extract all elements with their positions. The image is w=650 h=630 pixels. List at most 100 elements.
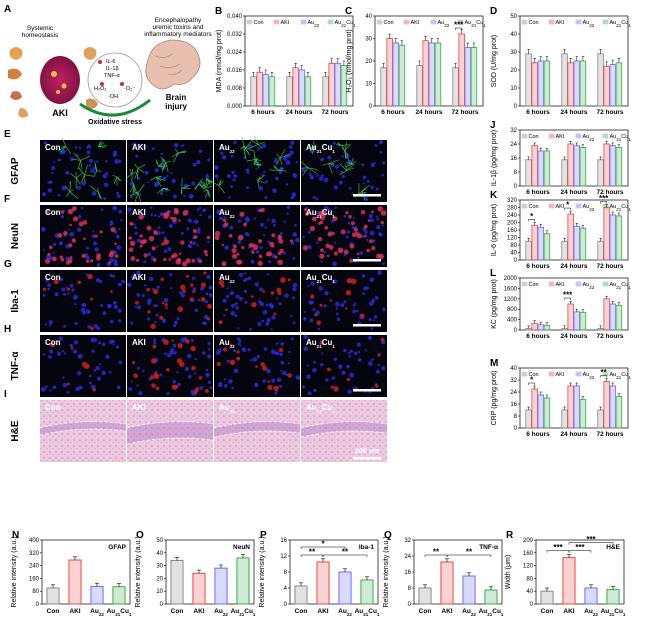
sig-label: ***: [586, 535, 596, 544]
legend-label-con: Con: [529, 20, 539, 26]
y-axis-label: CRP (pg/mg prot): [491, 371, 498, 426]
micro-he-con: Con: [39, 400, 127, 462]
bar-au21cu1: [615, 304, 623, 331]
bar-au22: [428, 42, 436, 107]
sig-label: ***: [599, 194, 609, 203]
y-axis-label: Relative intensity (a.u.): [383, 536, 390, 607]
bar-con: [294, 585, 308, 605]
cytokine-circle: [87, 52, 143, 108]
plot-frame: [41, 539, 131, 605]
brain-icon: [145, 39, 201, 90]
chart-title: H&E: [606, 544, 620, 551]
legend-label-au22: Au22: [438, 20, 450, 28]
bar-au22: [537, 226, 545, 261]
x-category-label: AKI: [193, 608, 204, 615]
bar-charts: B 0.000 0.008 0.016 0.024 0.032 0.040 MDA (nmol…: [11, 6, 631, 617]
micro-label: Con: [45, 208, 61, 217]
chart-title: TNF-α: [479, 544, 498, 551]
chart-title: NeuN: [233, 544, 250, 551]
y-tick-label: 1200: [504, 297, 518, 303]
scale-bar: [353, 259, 381, 262]
micro-label: Au22: [219, 143, 235, 154]
legend-swatch-au21cu1: [457, 19, 464, 25]
y-tick-label: 800: [507, 307, 518, 313]
bar-au22: [573, 385, 581, 429]
bar-con: [416, 65, 423, 107]
bar-au21cu1: [579, 399, 587, 429]
legend-label-au21cu1: Au21Cu1: [610, 134, 632, 142]
bar-au21cu1: [112, 586, 126, 605]
micro-he-au21cu1: Au21Cu1 200 μm: [300, 400, 388, 462]
row-marker-he: H&E: [10, 420, 21, 441]
panel-label-p: P: [260, 530, 267, 541]
bar-au22: [573, 145, 581, 187]
sig-bracket: [600, 375, 607, 378]
chart-q: Q 0 8 16 24 32 Relative intensity (a.u.) TNF-α C…: [383, 530, 504, 617]
y-tick-label: 0: [36, 602, 40, 608]
bar-con: [561, 53, 568, 107]
bar-con: [597, 240, 604, 261]
bar-au21cu1: [360, 579, 374, 605]
bar-au22: [609, 303, 617, 331]
bar-aki: [567, 143, 574, 187]
micro-label: Au22: [219, 338, 235, 349]
y-axis-label: Width (μm): [505, 555, 512, 589]
legend-swatch-au22: [575, 133, 582, 139]
bar-au22: [392, 42, 400, 107]
panel-label-m: M: [490, 358, 498, 369]
bar-con: [597, 159, 604, 187]
text-aki: AKI: [52, 108, 68, 118]
bar-aki: [603, 381, 610, 429]
chart-n: N 0 80 160 240 320 400 Relative intensity (a.u.…: [11, 530, 132, 617]
y-tick-label: 10: [510, 86, 517, 92]
bar-au21cu1: [579, 227, 587, 261]
bar-con: [250, 76, 257, 107]
y-tick-label: 1600: [504, 286, 518, 292]
legend-swatch-au22: [300, 19, 307, 25]
sig-bracket: [300, 546, 346, 549]
chart-p: P 0 4 8 12 16 Relative intensity (a.u.) Iba-1 Co…: [259, 530, 380, 617]
y-tick-label: 320: [29, 551, 40, 557]
y-tick-label: 2000: [504, 276, 518, 282]
legend-label-con: Con: [254, 20, 264, 26]
y-axis-label: KC (pg/mg prot): [491, 279, 498, 329]
scale-label: 200 μm: [355, 448, 379, 455]
bar-au21cu1: [615, 396, 623, 429]
sig-label: ***: [553, 543, 563, 552]
bar-aki: [386, 38, 393, 107]
legend-label-aki: AKI: [556, 204, 565, 210]
y-tick-label: 0: [160, 602, 164, 608]
legend-label-con: Con: [529, 134, 539, 140]
y-tick-label: 0: [514, 104, 518, 110]
micro-gfap-aki: AKI: [126, 140, 215, 204]
bar-con: [561, 328, 568, 331]
y-tick-label: 0.024: [227, 50, 243, 56]
legend-swatch-aki: [548, 281, 555, 287]
bar-con: [597, 409, 604, 429]
sig-bracket: [446, 554, 492, 557]
y-tick-label: 8: [514, 414, 518, 420]
y-tick-label: 32: [404, 538, 411, 544]
panel-a-illustration: A Systemic homeostasis Encephalopathy ur…: [4, 4, 213, 126]
legend-swatch-aki: [548, 133, 555, 139]
y-tick-label: 8: [514, 170, 518, 176]
bar-aki: [603, 66, 610, 107]
legend-swatch-au21cu1: [602, 371, 609, 377]
text-inflammatory: inflammatory mediators: [144, 31, 212, 38]
bar-aki: [192, 572, 206, 605]
legend-label-au21cu1: Au21Cu1: [610, 20, 632, 28]
legend-swatch-au21cu1: [602, 133, 609, 139]
chart-j: J 0 8 16 24 32 IL-1β (pg/mg prot) Con AKI Au22 Au2…: [490, 120, 631, 196]
bar-au22: [334, 62, 342, 107]
legend-swatch-aki: [403, 19, 410, 25]
bar-aki: [458, 33, 465, 107]
legend-label-au21cu1: Au21Cu1: [610, 282, 632, 290]
plot-frame: [165, 539, 255, 605]
legend-swatch-au22: [575, 203, 582, 209]
text-il6: IL-6: [106, 59, 115, 65]
y-tick-label: 240: [507, 213, 518, 219]
micro-neun-con: Con: [40, 205, 126, 267]
text-o2: ·O₂⁻: [124, 86, 135, 92]
x-category-label: 6 hours: [526, 333, 550, 340]
bar-au21cu1: [579, 311, 587, 331]
